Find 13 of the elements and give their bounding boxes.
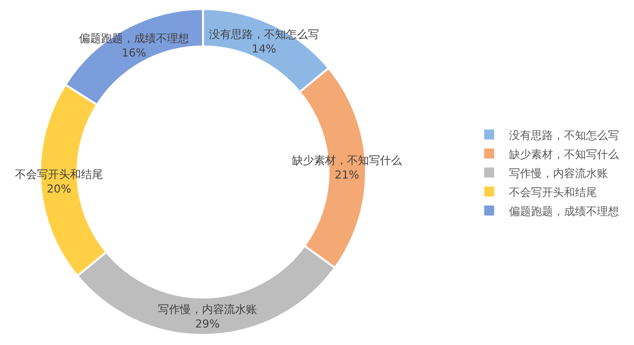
slice-label: 偏题跑题，成绩不理想 <box>79 32 189 45</box>
data-label: 21% <box>334 168 360 182</box>
data-label: 20% <box>46 182 72 196</box>
slice-label: 没有思路，不知怎么写 <box>209 28 319 41</box>
legend-label: 偏题跑题，成绩不理想 <box>509 204 620 218</box>
legend-label: 不会写开头和结尾 <box>509 186 598 199</box>
data-label: 14% <box>252 42 276 56</box>
data-label: 29% <box>195 317 220 330</box>
legend-label: 缺少素材，不知写什么 <box>509 148 620 161</box>
legend-label: 没有思路，不知怎么写 <box>509 128 620 142</box>
data-label: 16% <box>122 46 146 60</box>
slice-label: 写作慢，内容流水账 <box>158 303 257 316</box>
legend-label: 写作慢，内容流水账 <box>509 166 608 180</box>
